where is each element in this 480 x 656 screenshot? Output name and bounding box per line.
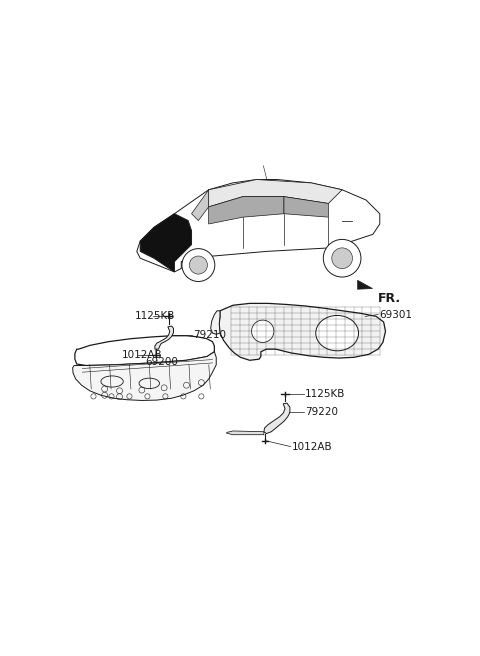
- Text: 1012AB: 1012AB: [121, 350, 162, 360]
- Circle shape: [189, 256, 207, 274]
- Text: FR.: FR.: [378, 292, 401, 305]
- Text: 1012AB: 1012AB: [292, 442, 332, 453]
- Polygon shape: [192, 190, 209, 220]
- Circle shape: [332, 248, 352, 268]
- Ellipse shape: [252, 320, 274, 342]
- Text: 79220: 79220: [305, 407, 338, 417]
- Polygon shape: [227, 431, 264, 435]
- Polygon shape: [211, 311, 220, 335]
- Polygon shape: [358, 280, 372, 289]
- Polygon shape: [140, 214, 192, 272]
- Polygon shape: [75, 336, 215, 365]
- Text: 1125KB: 1125KB: [305, 389, 345, 399]
- Text: 1125KB: 1125KB: [134, 311, 175, 321]
- Polygon shape: [209, 180, 342, 207]
- Circle shape: [324, 239, 361, 277]
- Circle shape: [182, 249, 215, 281]
- Polygon shape: [155, 326, 173, 349]
- Text: 69200: 69200: [145, 357, 179, 367]
- Polygon shape: [72, 352, 216, 400]
- Text: 79210: 79210: [193, 330, 226, 340]
- Text: 69301: 69301: [379, 310, 412, 319]
- Polygon shape: [209, 197, 284, 224]
- Polygon shape: [264, 403, 290, 434]
- Ellipse shape: [316, 316, 359, 351]
- Polygon shape: [284, 197, 328, 217]
- Polygon shape: [219, 303, 385, 360]
